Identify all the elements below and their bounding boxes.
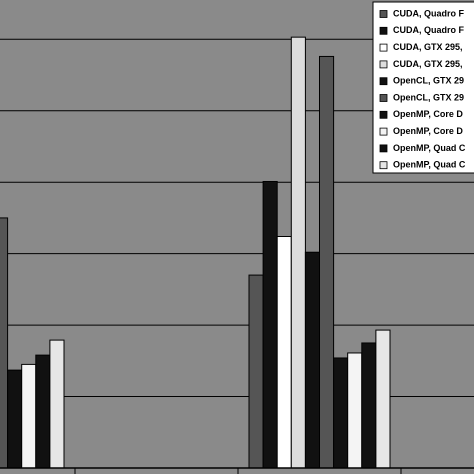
bar	[347, 352, 363, 469]
bar	[7, 369, 23, 469]
legend-label: OpenMP, Core D	[393, 109, 463, 119]
bar	[375, 329, 391, 469]
bar	[333, 357, 349, 469]
legend-label: OpenCL, GTX 29	[393, 92, 464, 102]
bar	[276, 236, 292, 469]
legend-swatch	[379, 94, 388, 102]
legend-box	[372, 1, 474, 174]
bar	[0, 217, 9, 469]
legend-label: OpenMP, Quad C	[393, 143, 466, 153]
legend-swatch	[379, 60, 388, 69]
legend: CUDA, Quadro F CUDA, Quadro F CUDA, GTX 29…	[372, 1, 474, 174]
legend-label: CUDA, GTX 295,	[393, 42, 463, 52]
legend-label: CUDA, Quadro F	[393, 25, 465, 35]
bar	[248, 274, 264, 469]
legend-label: CUDA, Quadro F	[393, 8, 465, 18]
legend-swatch	[379, 161, 388, 170]
bar	[361, 342, 377, 469]
legend-swatch	[379, 127, 388, 136]
bar	[21, 363, 37, 469]
legend-swatch	[379, 26, 388, 35]
legend-swatch	[379, 77, 388, 86]
bar	[304, 251, 320, 469]
legend-swatch	[379, 110, 388, 119]
legend-swatch	[379, 144, 388, 153]
legend-label: OpenMP, Quad C	[393, 160, 466, 170]
bar	[35, 354, 51, 469]
legend-label: CUDA, GTX 295,	[393, 59, 463, 69]
bar	[262, 180, 278, 469]
legend-swatch	[379, 10, 388, 18]
bar	[319, 55, 335, 469]
legend-label: OpenMP, Core D	[393, 126, 463, 136]
legend-swatch	[379, 43, 388, 52]
legend-label: OpenCL, GTX 29	[393, 76, 464, 86]
bar	[49, 339, 65, 469]
bar	[290, 36, 306, 469]
